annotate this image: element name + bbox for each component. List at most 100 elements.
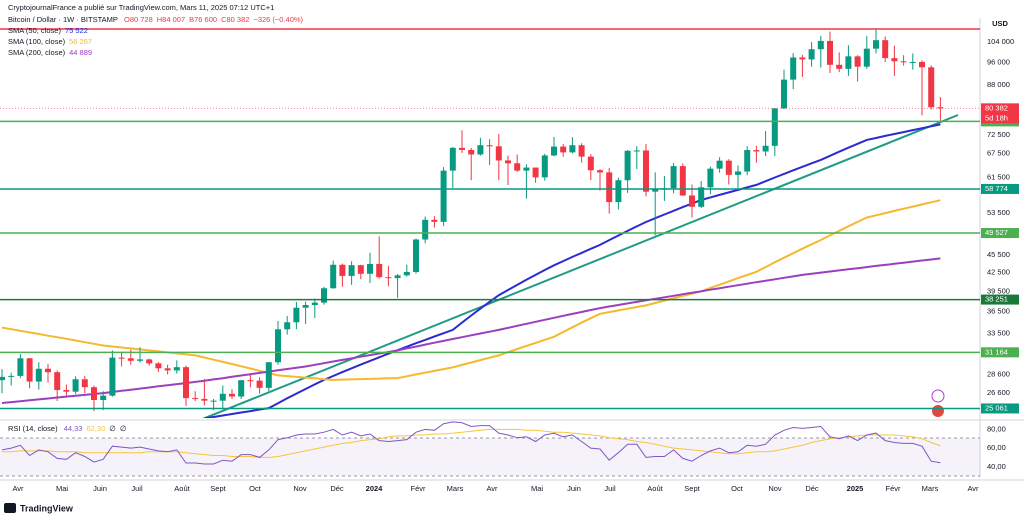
candle-body	[541, 155, 548, 178]
y-tick-label: 28 600	[987, 369, 1010, 378]
candle-body	[707, 168, 714, 188]
ohlc-item: H84 007	[156, 15, 186, 24]
x-tick-label: Oct	[249, 484, 262, 493]
candle-body	[919, 61, 925, 68]
candle-body	[26, 358, 33, 382]
candle-body	[882, 40, 889, 59]
candle-body	[753, 150, 760, 152]
x-tick-label: Juin	[93, 484, 107, 493]
candle-body	[845, 56, 852, 69]
level-label: 31 164	[985, 347, 1008, 356]
candle-body	[210, 400, 217, 402]
last-price-label: 80 382	[985, 103, 1008, 112]
candle-body	[836, 64, 843, 69]
rsi-value: ∅	[119, 424, 127, 433]
candle-body	[744, 150, 751, 172]
level-label: 25 061	[985, 403, 1008, 412]
x-tick-label: Avr	[486, 484, 498, 493]
candle-body	[928, 67, 935, 108]
candle-body	[348, 265, 355, 276]
x-tick-label: Nov	[293, 484, 307, 493]
rsi-tick-label: 80,00	[987, 424, 1006, 433]
candle-body	[771, 108, 778, 146]
legend-value: 44 889	[69, 48, 93, 57]
x-tick-label: Juil	[131, 484, 143, 493]
candle-body	[265, 362, 272, 388]
candle-body	[146, 359, 153, 364]
rsi-name: RSI (14, close)	[8, 424, 58, 433]
candle-body	[863, 48, 870, 67]
y-tick-label: 61 500	[987, 172, 1010, 181]
candle-body	[385, 277, 392, 279]
candle-body	[357, 265, 364, 274]
legend-entry[interactable]: SMA (200, close) 44 889	[8, 48, 96, 57]
legend-name: SMA (200, close)	[8, 48, 66, 57]
price-pane	[0, 28, 959, 418]
candle-body	[587, 156, 594, 171]
flag-icon[interactable]	[932, 405, 944, 417]
candle-body	[229, 393, 235, 397]
candle-body	[367, 263, 373, 274]
rsi-values: 44,33 62,30 ∅ ∅	[64, 424, 131, 433]
y-tick-label: 45 500	[987, 250, 1010, 259]
x-tick-label: Août	[647, 484, 663, 493]
legend-value: 56 267	[69, 37, 93, 46]
rsi-line	[1, 421, 941, 465]
rsi-ma-line	[2, 428, 941, 458]
candle-body	[799, 57, 806, 60]
level-label: 58 774	[985, 184, 1008, 193]
legend-entry[interactable]: SMA (100, close) 56 267	[8, 37, 96, 46]
x-tick-label: Sept	[684, 484, 700, 493]
sma-line	[1, 257, 941, 404]
candle-body	[449, 147, 456, 171]
level-label-box	[981, 403, 1019, 414]
y-tick-label: 26 600	[987, 388, 1010, 397]
candle-body	[937, 107, 944, 109]
candle-body	[238, 380, 245, 397]
y-tick-label: 88 000	[987, 80, 1010, 89]
candle-body	[45, 368, 51, 373]
last-price-box	[981, 103, 1019, 124]
candle-body	[781, 79, 787, 109]
x-tick-label: 2024	[366, 484, 384, 493]
candle-body	[569, 145, 576, 153]
candle-body	[716, 160, 723, 169]
candle-body	[8, 375, 15, 377]
legend-name: SMA (100, close)	[8, 37, 66, 46]
symbol-legend: Bitcoin / Dollar · 1W · BITSTAMP O80 728…	[8, 15, 311, 24]
candle-body	[321, 288, 327, 303]
candle-body	[403, 271, 410, 276]
sma-line	[1, 199, 941, 381]
candle-body	[431, 219, 438, 222]
candle-body	[790, 57, 797, 80]
level-label: 49 527	[985, 228, 1008, 237]
candle-body	[127, 358, 134, 361]
candle-body	[652, 189, 659, 192]
candle-body	[486, 145, 493, 147]
y-tick-label: 104 000	[987, 37, 1014, 46]
candle-body	[54, 372, 61, 391]
legend-entry[interactable]: SMA (50, close) 75 522	[8, 26, 96, 35]
candle-body	[495, 146, 502, 161]
candle-body	[827, 40, 833, 65]
level-label-box	[981, 183, 1019, 194]
candle-body	[422, 219, 429, 240]
candle-body	[219, 393, 226, 401]
candle-body	[183, 367, 189, 399]
event-icon[interactable]	[931, 389, 945, 403]
ohlc-item: O80 728	[123, 15, 153, 24]
y-tick-label: 53 500	[987, 208, 1010, 217]
y-tick-label: 67 500	[987, 148, 1010, 157]
x-tick-label: Avr	[12, 484, 24, 493]
candle-body	[311, 302, 318, 306]
candle-body	[330, 264, 337, 289]
candle-body	[413, 239, 419, 272]
candle-body	[725, 160, 732, 175]
x-tick-label: Juil	[604, 484, 616, 493]
legend-value: 75 522	[64, 26, 88, 35]
rsi-tick-label: 60,00	[987, 443, 1006, 452]
candle-body	[643, 150, 649, 192]
x-tick-label: Juin	[567, 484, 581, 493]
level-label-box	[981, 347, 1019, 358]
y-tick-label: 39 500	[987, 286, 1010, 295]
